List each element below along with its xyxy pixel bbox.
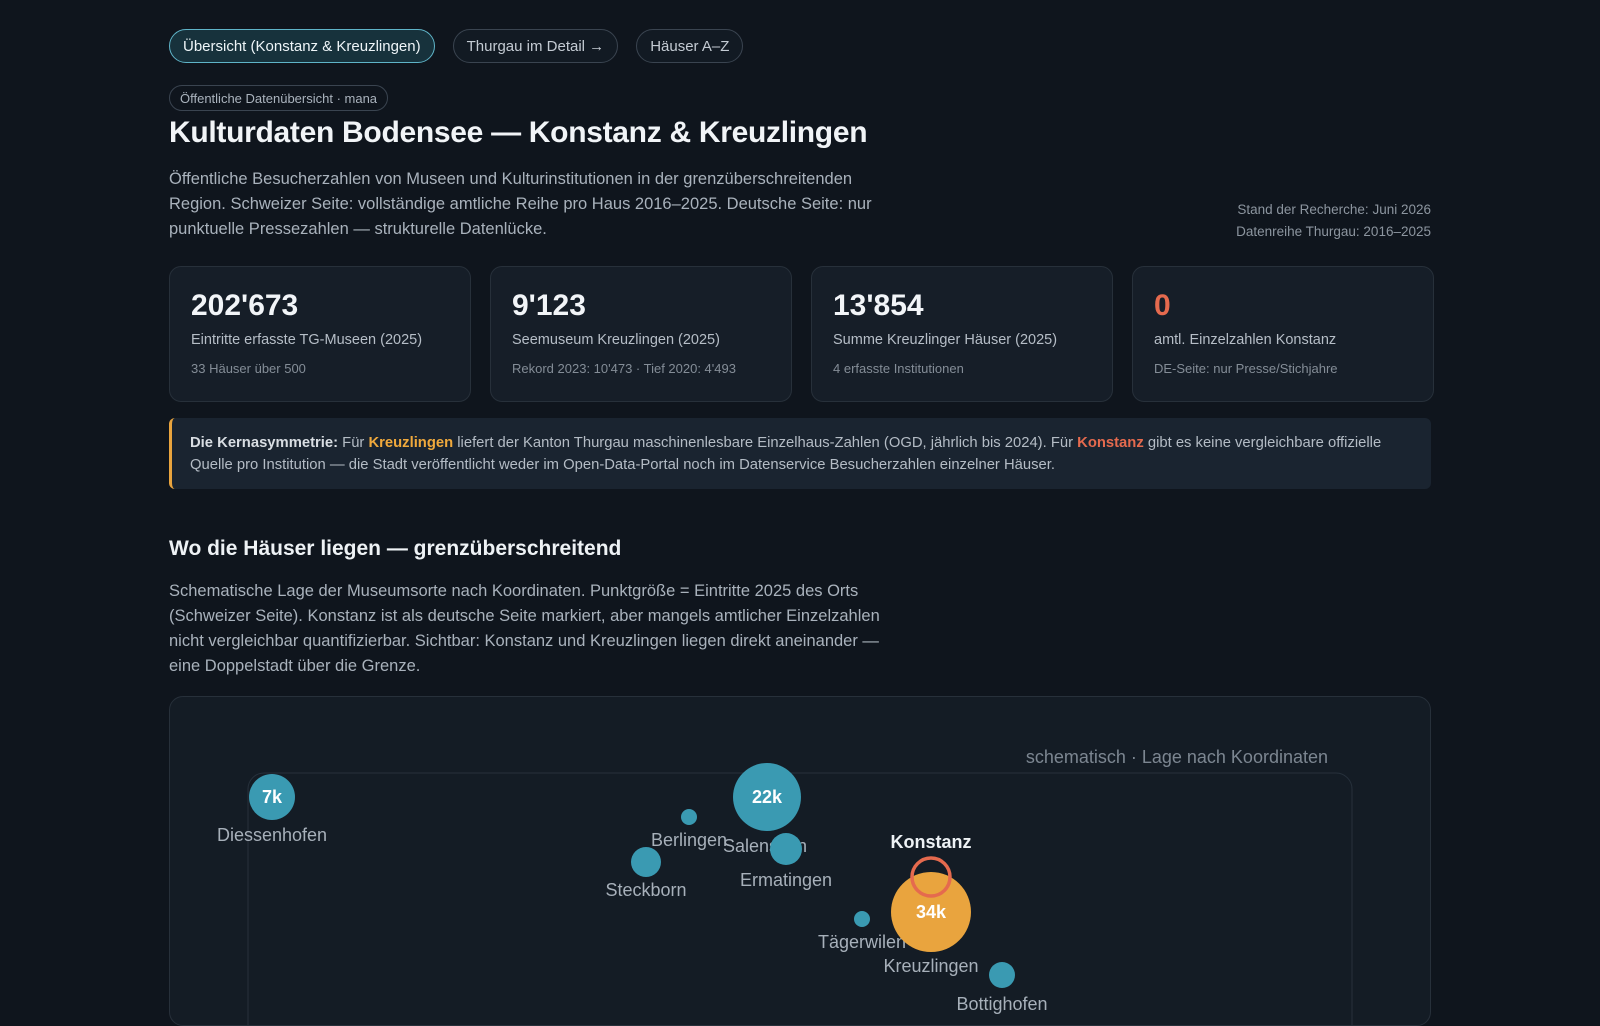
place-label-bottighofen: Bottighofen [956, 994, 1047, 1014]
place-value-diessenhofen: 7k [262, 787, 283, 807]
stat-label: Seemuseum Kreuzlingen (2025) [512, 332, 720, 348]
place-dot-diessenhofen[interactable] [249, 774, 295, 820]
stat-label: Summe Kreuzlinger Häuser (2025) [833, 332, 1058, 348]
place-dot-steckborn[interactable] [631, 847, 661, 877]
data-series-range: Datenreihe Thurgau: 2016–2025 [1236, 223, 1431, 239]
research-meta: Stand der Recherche: Juni 2026 Datenreih… [1236, 199, 1431, 242]
stat-value: 0 [1154, 289, 1171, 322]
stat-card-konstanz: 0 amtl. Einzelzahlen Konstanz DE-Seite: … [1132, 266, 1434, 402]
place-label-berlingen: Berlingen [651, 830, 727, 850]
place-value-kreuzlingen: 34k [916, 902, 947, 922]
place-dot-bottighofen[interactable] [989, 962, 1015, 988]
callout-text: gibt es keine vergleichbare offizielle Q… [190, 435, 1382, 473]
map-section-text: Schematische Lage der Museumsorte nach K… [169, 582, 880, 675]
stat-card-tg-total: 202'673 Eintritte erfasste TG-Museen (20… [169, 266, 471, 402]
tab-thurgau-detail[interactable]: Thurgau im Detail → [452, 29, 619, 63]
source-badge: Öffentliche Datenübersicht · mana [169, 85, 389, 111]
location-map-panel: schematisch · Lage nach Koordinaten 7k D… [169, 696, 1431, 1026]
place-label-kreuzlingen: Kreuzlingen [883, 956, 978, 976]
stat-label: amtl. Einzelzahlen Konstanz [1154, 332, 1337, 348]
stat-value: 202'673 [191, 289, 299, 322]
tab-bar: Übersicht (Konstanz & Kreuzlingen) Thurg… [169, 29, 744, 63]
place-dot-ermatingen[interactable] [770, 833, 802, 865]
place-label-steckborn: Steckborn [605, 880, 686, 900]
intro-text: Öffentliche Besucherzahlen von Museen un… [169, 170, 872, 238]
page-title: Kulturdaten Bodensee — Konstanz & Kreuzl… [169, 116, 868, 149]
stat-sub: Rekord 2023: 10'473 · Tief 2020: 4'493 [512, 361, 736, 376]
stat-card-seemuseum: 9'123 Seemuseum Kreuzlingen (2025) Rekor… [490, 266, 792, 402]
asymmetry-callout: Die Kernasymmetrie: Für Kreuzlingen lief… [169, 418, 1431, 489]
place-dot-salenstein[interactable] [733, 763, 801, 831]
location-map: schematisch · Lage nach Koordinaten 7k D… [217, 747, 1353, 1025]
place-label-diessenhofen: Diessenhofen [217, 825, 327, 845]
tab-overview[interactable]: Übersicht (Konstanz & Kreuzlingen) [169, 29, 435, 63]
stat-sub: 4 erfasste Institutionen [833, 361, 964, 376]
research-date: Stand der Recherche: Juni 2026 [1237, 202, 1431, 217]
stat-value: 9'123 [512, 289, 586, 322]
stat-sub: DE-Seite: nur Presse/Stichjahre [1154, 361, 1338, 376]
place-marker-konstanz[interactable] [910, 856, 952, 898]
place-label-taegerwilen: Tägerwilen [818, 932, 906, 952]
place-dot-berlingen[interactable] [681, 809, 697, 825]
map-frame [247, 772, 1353, 1025]
callout-lead: Die Kernasymmetrie: [190, 435, 339, 451]
place-value-salenstein: 22k [752, 787, 783, 807]
stat-value: 13'854 [833, 289, 924, 322]
callout-kreuzlingen: Kreuzlingen [368, 435, 454, 451]
place-dot-kreuzlingen[interactable] [891, 872, 971, 952]
callout-konstanz: Konstanz [1077, 435, 1144, 451]
map-section-title: Wo die Häuser liegen — grenzüberschreite… [169, 537, 622, 560]
callout-text: liefert der Kanton Thurgau maschinenlesb… [453, 435, 1078, 451]
map-note: schematisch · Lage nach Koordinaten [1026, 747, 1328, 767]
tab-houses-az[interactable]: Häuser A–Z [636, 29, 744, 63]
callout-text: Für [338, 435, 369, 451]
stat-sub: 33 Häuser über 500 [191, 361, 306, 376]
place-dot-taegerwilen[interactable] [854, 911, 870, 927]
stat-label: Eintritte erfasste TG-Museen (2025) [191, 332, 423, 348]
place-label-konstanz: Konstanz [891, 832, 972, 852]
stat-cards: 202'673 Eintritte erfasste TG-Museen (20… [169, 266, 1434, 402]
place-label-ermatingen: Ermatingen [740, 870, 832, 890]
stat-card-kreuzlingen-sum: 13'854 Summe Kreuzlinger Häuser (2025) 4… [811, 266, 1113, 402]
